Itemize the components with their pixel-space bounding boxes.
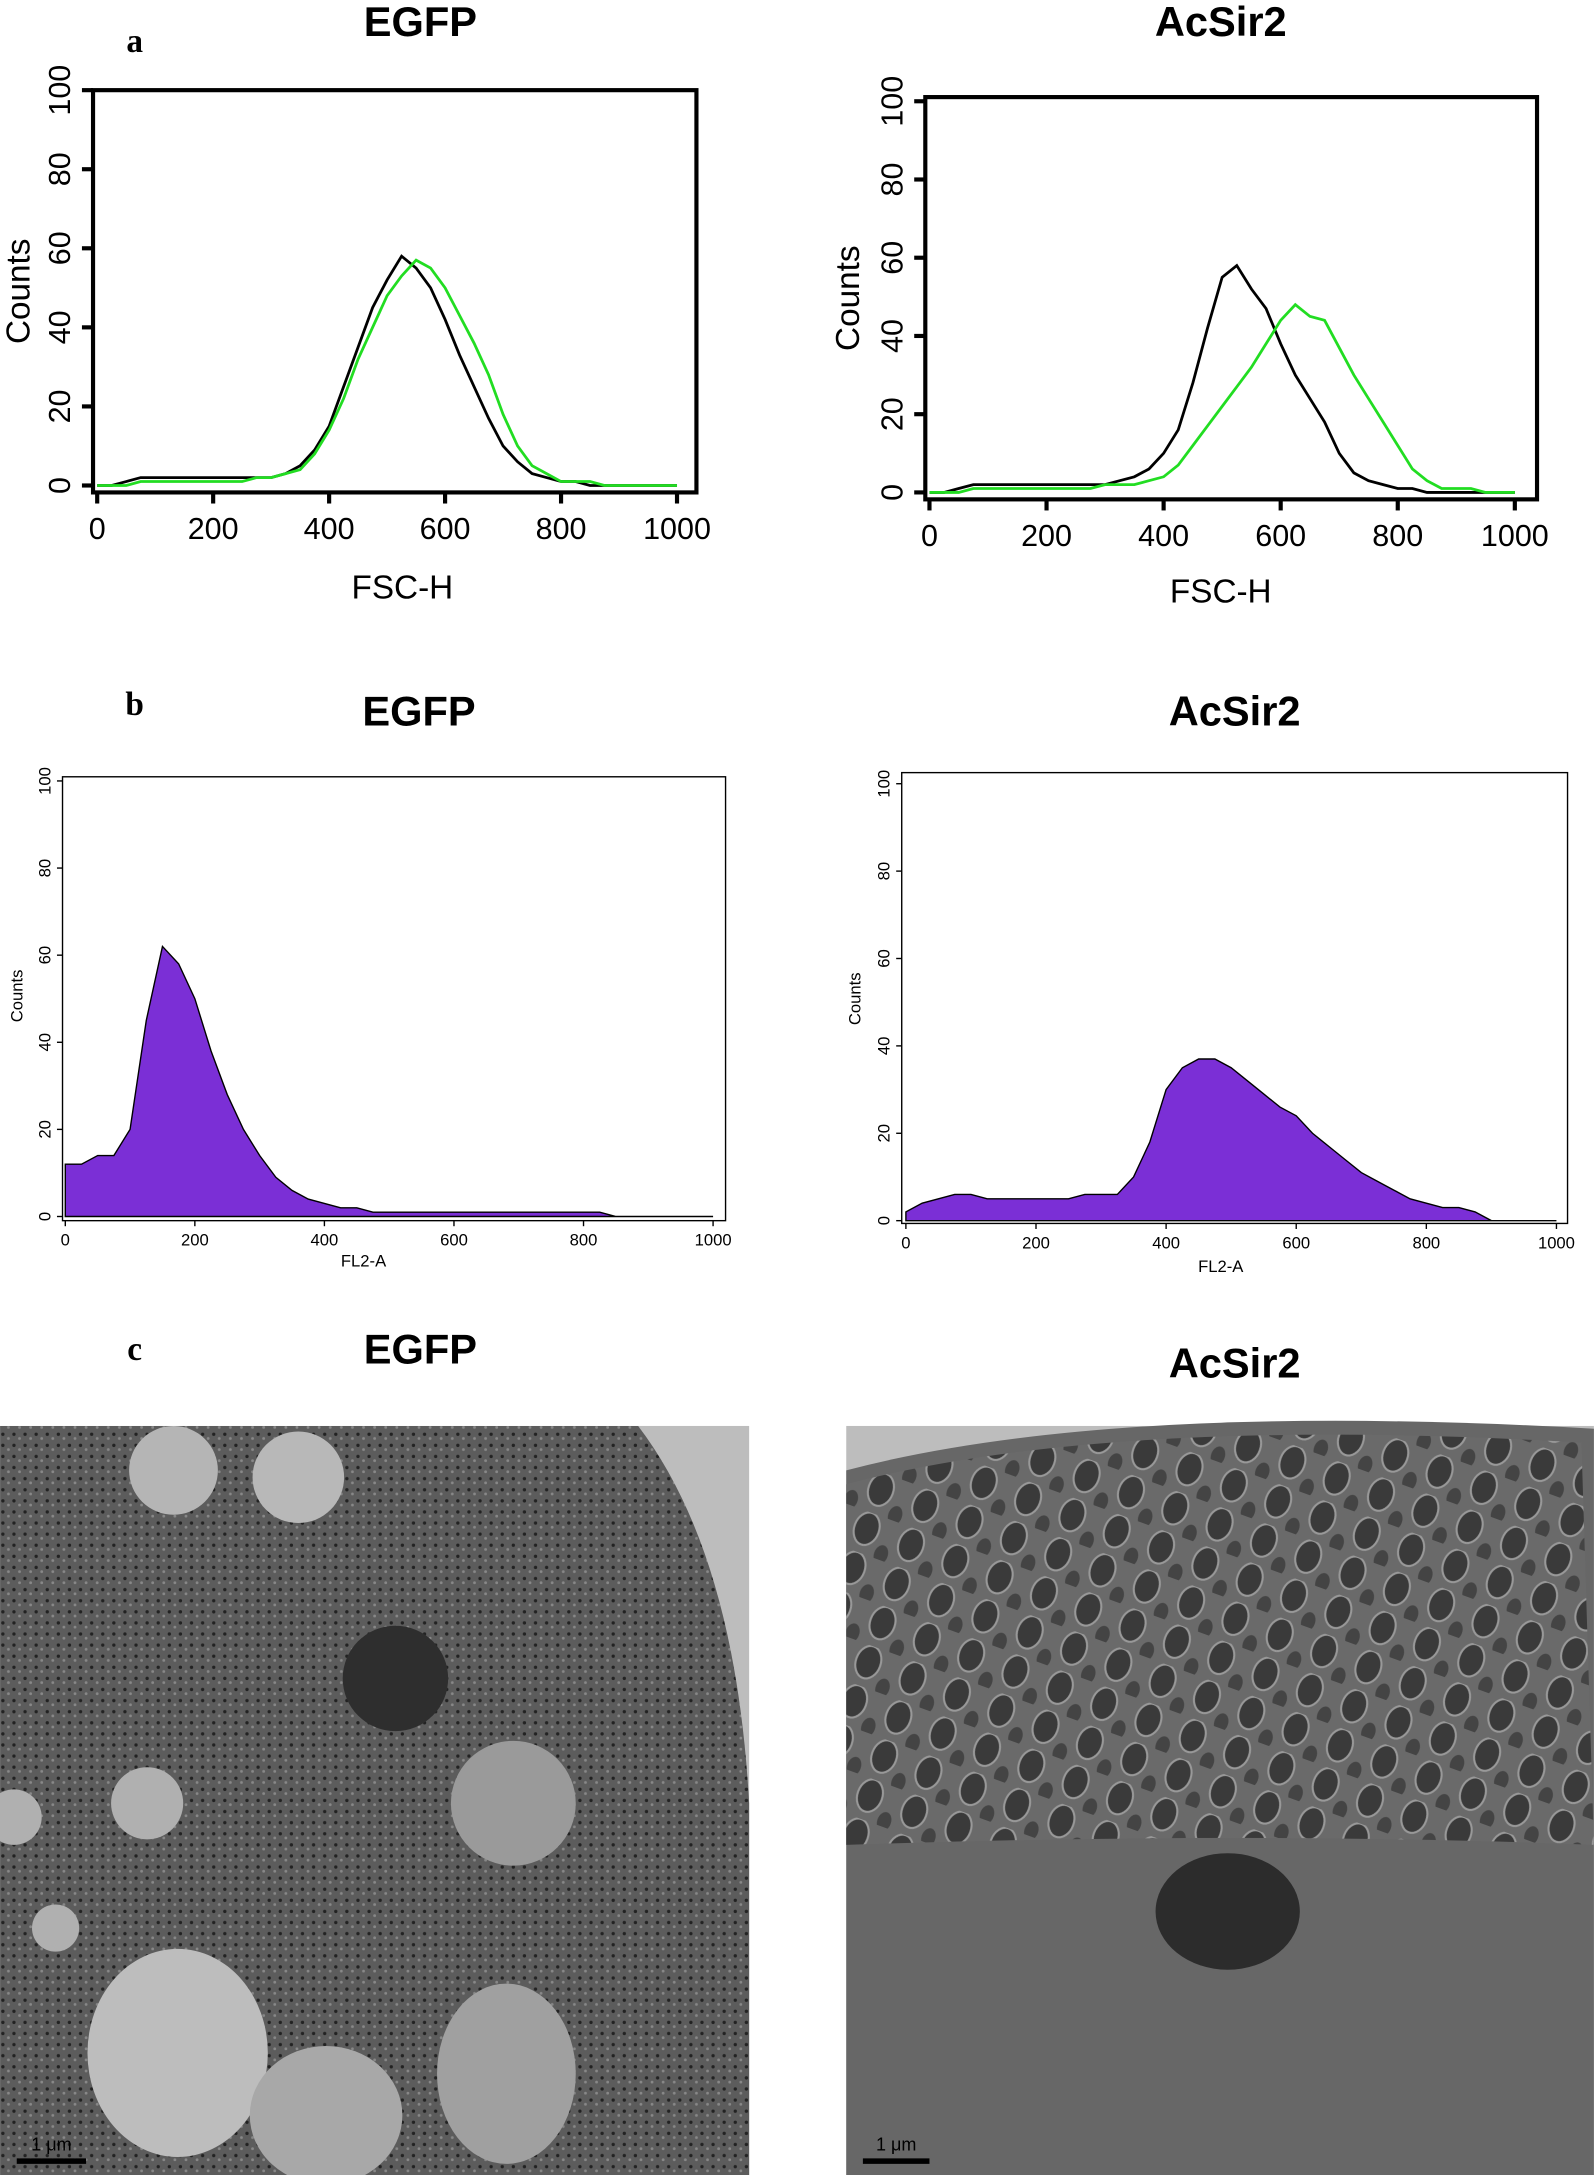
scale-bar-label: 1 μm	[31, 2135, 71, 2155]
y-tick-label: 100	[875, 770, 894, 798]
y-axis-label: Counts	[8, 970, 27, 1023]
vacuole	[249, 2046, 403, 2175]
y-tick-label: 40	[875, 319, 909, 353]
vacuole	[32, 1904, 80, 1952]
y-tick-label: 80	[43, 152, 77, 186]
x-axis-label: FSC-H	[352, 569, 454, 606]
y-tick-label: 100	[43, 65, 77, 116]
y-tick-label: 80	[875, 862, 894, 881]
area	[905, 1058, 1557, 1222]
nucleolus	[1155, 1853, 1300, 1970]
x-tick-label: 400	[1138, 519, 1189, 553]
y-tick-label: 40	[875, 1037, 894, 1056]
x-tick-label: 200	[181, 1231, 209, 1250]
x-tick-label: 400	[1152, 1233, 1180, 1252]
micrograph: 1 μm	[846, 1420, 1594, 2175]
vacuole	[0, 1789, 42, 1845]
y-tick-label: 20	[875, 397, 909, 431]
vacuole	[87, 1948, 268, 2157]
series-line	[97, 258, 678, 487]
x-tick-label: 600	[440, 1231, 468, 1250]
y-tick-label: 0	[875, 1216, 894, 1225]
plot-frame	[61, 776, 727, 1222]
x-tick-label: 400	[304, 512, 355, 546]
x-tick-label: 800	[1372, 519, 1423, 553]
x-tick-label: 1000	[1481, 519, 1549, 553]
chart-title: EGFP	[362, 687, 475, 734]
y-tick-label: 80	[875, 163, 909, 197]
panel-letter: b	[125, 686, 144, 723]
y-tick-label: 0	[36, 1212, 55, 1221]
series-line	[929, 302, 1515, 494]
nucleolus	[342, 1625, 449, 1732]
vacuole	[129, 1425, 218, 1515]
y-tick-label: 100	[36, 767, 55, 795]
chart-title: AcSir2	[1169, 687, 1301, 734]
y-tick-label: 20	[875, 1124, 894, 1143]
chart: AcSir2 FSC-H Counts 0 200 400 600 800 1000 0 20 40 6…	[830, 0, 1549, 610]
x-tick-label: 0	[921, 519, 938, 553]
y-axis-label: Counts	[845, 972, 864, 1025]
x-tick-label: 800	[536, 512, 587, 546]
x-tick-label: 1000	[695, 1231, 732, 1250]
y-tick-label: 0	[43, 477, 77, 494]
panel-letter: a	[126, 23, 143, 60]
vacuole	[437, 1983, 576, 2164]
x-tick-label: 600	[1255, 519, 1306, 553]
image-title: EGFP	[364, 1325, 477, 1372]
y-tick-label: 60	[36, 946, 55, 965]
x-axis-label: FL2-A	[1198, 1257, 1244, 1276]
x-axis-label: FSC-H	[1170, 573, 1272, 610]
chart-title: AcSir2	[1155, 0, 1287, 45]
x-tick-label: 800	[570, 1231, 598, 1250]
y-tick-label: 60	[875, 241, 909, 275]
y-axis-label: Counts	[1, 239, 38, 344]
y-tick-label: 20	[43, 389, 77, 423]
y-tick-label: 60	[43, 231, 77, 265]
x-tick-label: 1000	[643, 512, 711, 546]
chart: EGFP FL2-A Counts 0 200 400 600 800 1000 0 20 40 60 8…	[8, 687, 732, 1270]
x-tick-label: 200	[188, 512, 239, 546]
y-tick-label: 40	[43, 310, 77, 344]
micrograph: 1 μm	[0, 1425, 750, 2175]
mitochondria	[846, 1434, 1594, 1845]
y-tick-label: 0	[875, 484, 909, 501]
y-tick-label: 40	[36, 1033, 55, 1052]
scale-bar-label: 1 μm	[876, 2135, 916, 2155]
y-tick-label: 60	[875, 949, 894, 968]
x-tick-label: 0	[901, 1233, 910, 1252]
image-title: AcSir2	[1169, 1339, 1301, 1386]
y-tick-label: 80	[36, 859, 55, 878]
x-tick-label: 600	[420, 512, 471, 546]
x-tick-label: 600	[1282, 1233, 1310, 1252]
panel-letter: c	[127, 1331, 142, 1368]
x-tick-label: 1000	[1538, 1233, 1575, 1252]
vacuole	[111, 1767, 184, 1840]
y-axis-label: Counts	[830, 246, 867, 351]
x-tick-label: 800	[1412, 1233, 1440, 1252]
chart: EGFP FSC-H Counts 0 200 400 600 800 1000 0 20 40 60 8…	[1, 0, 711, 606]
x-axis-label: FL2-A	[341, 1252, 387, 1271]
x-tick-label: 0	[89, 512, 106, 546]
chart-title: EGFP	[364, 0, 477, 45]
x-tick-label: 400	[311, 1231, 339, 1250]
x-tick-label: 200	[1022, 1233, 1050, 1252]
series-line	[929, 263, 1515, 494]
area	[64, 945, 714, 1218]
plot-frame	[923, 95, 1540, 502]
y-tick-label: 20	[36, 1120, 55, 1139]
x-tick-label: 200	[1021, 519, 1072, 553]
plot-frame	[901, 771, 1569, 1225]
chart: AcSir2 FL2-A Counts 0 200 400 600 800 1000 0 20 40 6…	[845, 687, 1575, 1276]
y-tick-label: 100	[875, 76, 909, 127]
plot-frame	[90, 88, 699, 495]
x-tick-label: 0	[61, 1231, 70, 1250]
series-line	[97, 254, 678, 487]
vacuole	[450, 1740, 576, 1866]
vacuole	[252, 1431, 345, 1524]
